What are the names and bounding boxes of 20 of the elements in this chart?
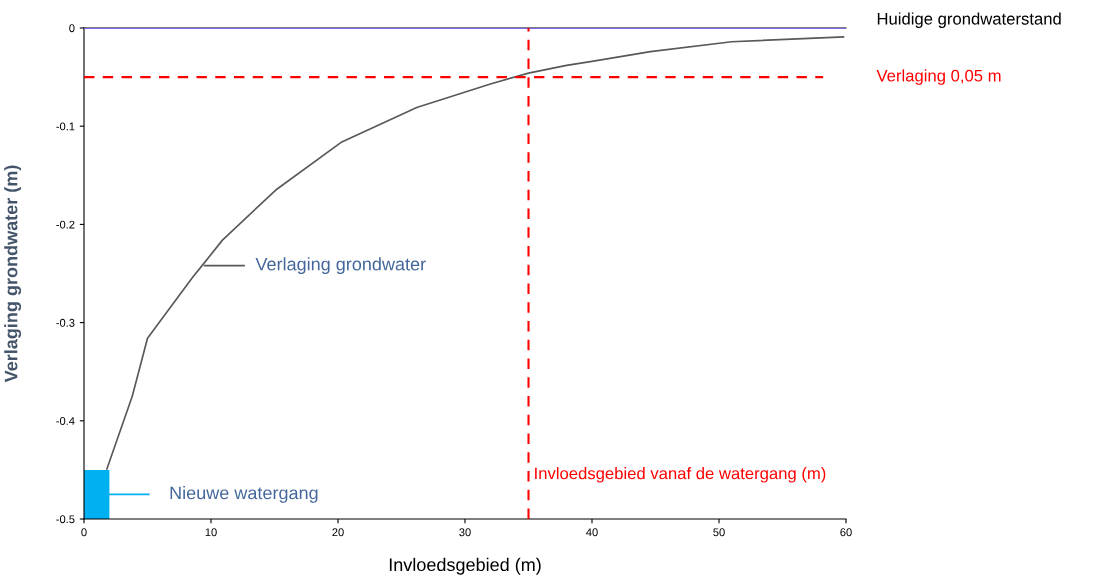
x-axis-title: Invloedsgebied (m) bbox=[389, 557, 541, 575]
y-tick-label: -0.4 bbox=[56, 417, 75, 425]
ref-line-label: Verlaging 0,05 m bbox=[876, 69, 1001, 85]
ref-line-label: Huidige grondwaterstand bbox=[877, 12, 1061, 28]
y-axis-title: Verlaging grondwater (m) bbox=[4, 165, 22, 383]
y-tick-label: -0.1 bbox=[56, 122, 75, 131]
y-tick-label: -0.3 bbox=[56, 318, 75, 327]
x-tick-label: 0 bbox=[81, 528, 87, 537]
legend-label: Nieuwe watergang bbox=[170, 486, 318, 503]
x-tick-label: 60 bbox=[840, 528, 852, 537]
y-tick-label: -0.5 bbox=[56, 515, 75, 524]
x-tick-label: 30 bbox=[459, 528, 471, 537]
legend-label: Verlaging grondwater bbox=[255, 257, 426, 275]
x-tick-label: 50 bbox=[713, 528, 725, 537]
y-tick-label: -0.2 bbox=[56, 220, 75, 229]
x-tick-label: 20 bbox=[332, 528, 344, 537]
x-tick-label: 40 bbox=[586, 528, 598, 537]
x-tick-label: 10 bbox=[205, 528, 217, 537]
y-tick-label: 0 bbox=[69, 24, 75, 33]
ref-line-label: Invloedsgebied vanaf de watergang (m) bbox=[535, 467, 826, 483]
